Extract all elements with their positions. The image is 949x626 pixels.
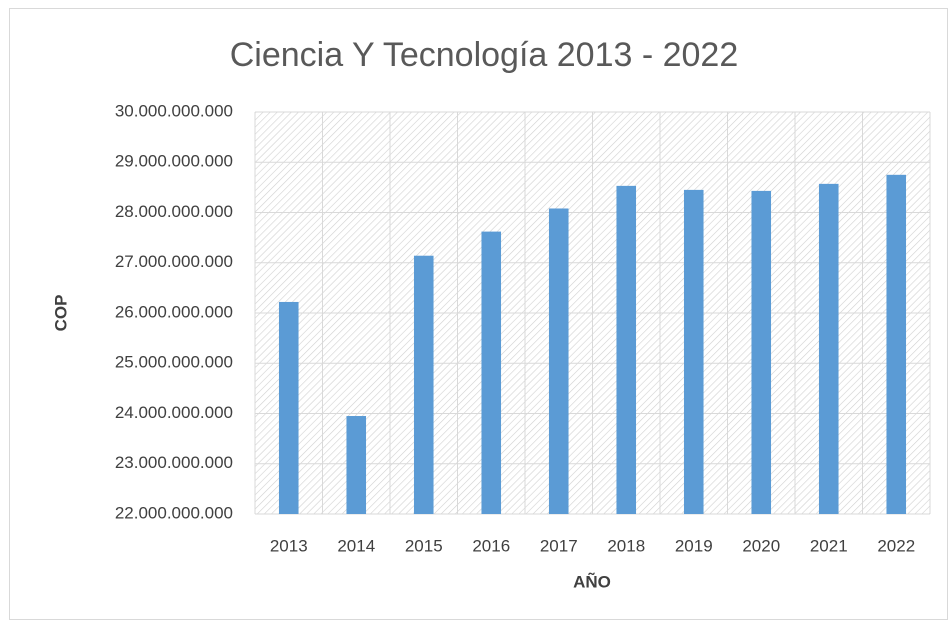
x-tick-label: 2021 bbox=[810, 536, 848, 555]
x-tick-label: 2013 bbox=[270, 536, 308, 555]
x-tick-label: 2014 bbox=[337, 536, 375, 555]
chart-title: Ciencia Y Tecnología 2013 - 2022 bbox=[230, 36, 739, 74]
y-tick-label: 23.000.000.000 bbox=[115, 453, 233, 472]
x-tick-label: 2022 bbox=[877, 536, 915, 555]
y-tick-label: 26.000.000.000 bbox=[115, 302, 233, 321]
x-tick-label: 2016 bbox=[472, 536, 510, 555]
bar bbox=[818, 183, 839, 515]
bar bbox=[481, 231, 502, 514]
y-tick-label: 28.000.000.000 bbox=[115, 202, 233, 221]
bar bbox=[548, 208, 569, 515]
x-tick-label: 2017 bbox=[540, 536, 578, 555]
y-tick-label: 25.000.000.000 bbox=[115, 353, 233, 372]
x-axis-label: AÑO bbox=[573, 571, 611, 591]
bar bbox=[751, 190, 772, 514]
y-tick-label: 30.000.000.000 bbox=[115, 101, 233, 120]
y-axis-label: COP bbox=[51, 295, 70, 332]
x-tick-label: 2019 bbox=[675, 536, 713, 555]
y-tick-label: 24.000.000.000 bbox=[115, 403, 233, 422]
y-tick-label: 27.000.000.000 bbox=[115, 252, 233, 271]
bar bbox=[413, 255, 434, 514]
x-tick-label: 2020 bbox=[742, 536, 780, 555]
x-tick-label: 2015 bbox=[405, 536, 443, 555]
bar bbox=[346, 416, 367, 514]
bar bbox=[278, 301, 299, 514]
x-tick-label: 2018 bbox=[607, 536, 645, 555]
y-tick-label: 29.000.000.000 bbox=[115, 152, 233, 171]
bar bbox=[886, 174, 907, 514]
bar bbox=[616, 185, 637, 514]
y-tick-label: 22.000.000.000 bbox=[115, 503, 233, 522]
bar bbox=[683, 189, 704, 514]
